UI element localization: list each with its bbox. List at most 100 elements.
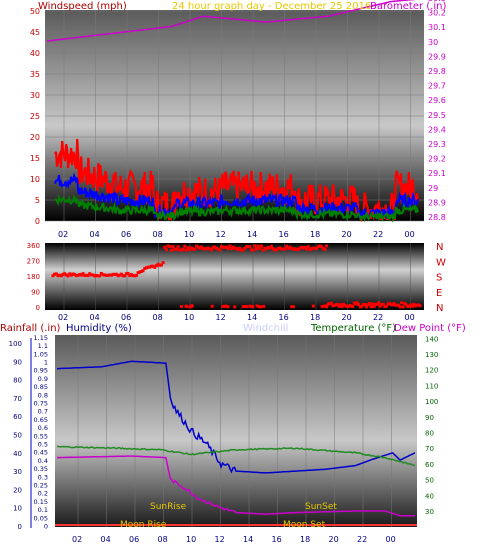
direction-point (76, 273, 80, 277)
direction-point (163, 245, 167, 249)
direction-point (128, 274, 132, 278)
rainfall-tick: 0.7 (38, 408, 48, 416)
direction-point (99, 271, 103, 275)
direction-point (320, 245, 324, 249)
temperature-tick: 120 (425, 367, 438, 375)
direction-point (386, 302, 390, 306)
wind-time-tick: 22 (373, 230, 383, 239)
direction-point (144, 266, 148, 270)
direction-point (139, 269, 143, 273)
windspeed-tick: 25 (30, 112, 40, 121)
direction-point (226, 247, 230, 251)
direction-point (383, 305, 387, 309)
direction-point (154, 264, 158, 268)
direction-point (116, 274, 120, 278)
direction-point (273, 248, 277, 252)
direction-time-tick: 06 (121, 313, 131, 322)
rainfall-tick: 0.5 (38, 441, 48, 449)
direction-point (335, 302, 339, 306)
barometer-tick: 30.3 (428, 0, 446, 3)
moonrise-marker: Moon Rise (120, 520, 167, 530)
humidity-time-tick: 02 (72, 535, 82, 544)
direction-time-tick: 22 (373, 313, 383, 322)
direction-point (191, 247, 195, 251)
direction-point (193, 247, 197, 251)
direction-point (308, 248, 312, 252)
humidity-tick: 0 (18, 523, 22, 531)
temperature-tick: 80 (425, 430, 434, 438)
dewpoint-axis-title: Dew Point (°F) (394, 323, 466, 334)
direction-point (329, 301, 333, 305)
direction-point (168, 244, 172, 248)
direction-degree-tick: 270 (27, 258, 40, 266)
humidity-axis-title: Humidity (%) (66, 323, 132, 334)
direction-point (375, 302, 379, 306)
direction-point (288, 245, 292, 249)
direction-point (113, 272, 117, 276)
direction-point (395, 303, 399, 307)
wind-time-tick: 10 (184, 230, 194, 239)
direction-point (91, 273, 95, 277)
direction-point (321, 247, 325, 251)
direction-point (286, 246, 290, 250)
direction-point (281, 247, 285, 251)
direction-point (337, 304, 341, 308)
humidity-tick: 20 (13, 486, 22, 494)
direction-point (369, 305, 373, 309)
direction-point (368, 302, 372, 306)
direction-point (403, 302, 407, 306)
direction-point (71, 272, 75, 276)
rainfall-tick: 0 (44, 523, 48, 531)
moonset-marker: Moon Set (283, 520, 326, 530)
direction-point (211, 245, 215, 249)
direction-point (151, 264, 155, 268)
direction-point (290, 246, 294, 250)
direction-point (261, 248, 265, 252)
temperature-axis-ticks: 30 40 50 60 70 80 90 100 110 120 130 140 (425, 335, 438, 516)
direction-point (259, 305, 263, 309)
direction-point (181, 247, 185, 251)
direction-point (250, 248, 254, 252)
direction-point (406, 304, 410, 308)
direction-point (311, 246, 315, 250)
rainfall-tick: 0.9 (38, 375, 48, 383)
direction-point (53, 272, 57, 276)
direction-point (293, 247, 297, 251)
direction-point (389, 302, 393, 306)
direction-point (98, 274, 102, 278)
direction-point (134, 273, 138, 277)
direction-point (305, 247, 309, 251)
direction-point (258, 247, 262, 251)
direction-point (141, 269, 145, 273)
direction-point (394, 303, 398, 307)
direction-point (380, 302, 384, 306)
direction-point (313, 246, 317, 250)
rainfall-tick: 0.95 (34, 367, 48, 375)
barometer-tick: 29.9 (428, 52, 446, 61)
dewpoint-series (57, 455, 415, 517)
direction-time-tick: 14 (247, 313, 257, 322)
direction-degree-tick: 90 (31, 289, 40, 297)
direction-point (320, 304, 324, 308)
rainfall-tick: 0.3 (38, 473, 48, 481)
barometer-tick: 29.4 (428, 125, 446, 134)
direction-degree-tick: 180 (27, 273, 40, 281)
direction-point (58, 273, 62, 277)
rainfall-tick: 0.35 (34, 465, 48, 473)
rainfall-tick: 0.85 (34, 383, 48, 391)
direction-plot-area (45, 243, 424, 310)
direction-point (397, 303, 401, 307)
direction-point (146, 265, 150, 269)
humidity-tick: 30 (13, 468, 22, 476)
direction-point (121, 274, 125, 278)
direction-point (169, 248, 173, 252)
barometer-axis-title: Barometer (.in) (370, 1, 446, 12)
direction-point (129, 273, 133, 277)
direction-point (387, 301, 391, 305)
direction-point (84, 273, 88, 277)
windspeed-tick: 30 (30, 91, 40, 100)
barometer-axis-ticks: 28.8 28.9 29 29.1 29.2 29.3 29.4 29.5 29.6 29.7 29… (428, 0, 446, 222)
direction-point (361, 302, 365, 306)
direction-point (331, 304, 335, 308)
direction-point (208, 247, 212, 251)
